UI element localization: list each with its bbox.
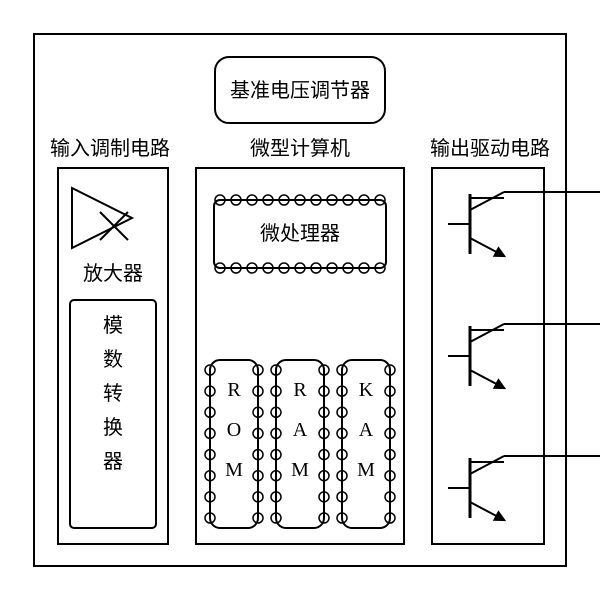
ram-chip-label: RAM bbox=[291, 379, 309, 481]
transistor-2-emitter bbox=[470, 370, 504, 388]
transistor-1-collector bbox=[470, 192, 504, 210]
transistor-3-emitter bbox=[470, 502, 504, 520]
voltage-regulator-label: 基准电压调节器 bbox=[230, 79, 370, 102]
block-diagram: 基准电压调节器输入调制电路 微型计算机 输出驱动电路放大器模数转换器 微处理器 ROM R… bbox=[0, 0, 600, 600]
cpu-label: 微处理器 bbox=[260, 222, 340, 245]
amplifier-label: 放大器 bbox=[83, 262, 143, 285]
micro-column-label: 微型计算机 bbox=[250, 137, 350, 160]
adc-label: 模数转换器 bbox=[103, 314, 123, 473]
rom-chip-label: ROM bbox=[225, 379, 243, 481]
transistor-1-emitter bbox=[470, 238, 504, 256]
kam-chip-label: KAM bbox=[357, 379, 375, 481]
output-column-label: 输出驱动电路 bbox=[430, 137, 550, 160]
transistor-2-collector bbox=[470, 324, 504, 342]
input-column-label: 输入调制电路 bbox=[50, 137, 170, 160]
transistor-3-collector bbox=[470, 456, 504, 474]
